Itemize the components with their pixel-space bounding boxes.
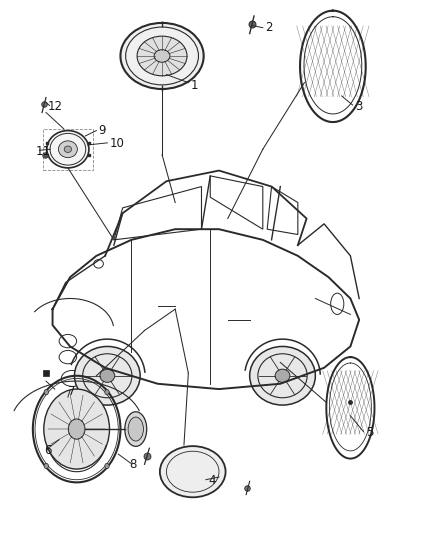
Ellipse shape bbox=[44, 463, 49, 469]
Ellipse shape bbox=[44, 389, 110, 469]
Text: 10: 10 bbox=[110, 138, 124, 150]
Ellipse shape bbox=[44, 390, 49, 395]
Ellipse shape bbox=[105, 463, 109, 469]
Ellipse shape bbox=[64, 146, 71, 152]
Text: 3: 3 bbox=[355, 100, 362, 113]
Text: 9: 9 bbox=[99, 124, 106, 137]
Text: 1: 1 bbox=[191, 79, 198, 92]
Ellipse shape bbox=[125, 411, 147, 447]
Text: 4: 4 bbox=[208, 474, 215, 487]
Ellipse shape bbox=[68, 419, 85, 439]
Text: 2: 2 bbox=[265, 21, 272, 34]
Ellipse shape bbox=[74, 346, 140, 405]
Ellipse shape bbox=[100, 369, 115, 382]
Ellipse shape bbox=[137, 36, 187, 76]
Text: 7: 7 bbox=[68, 385, 75, 398]
Text: 8: 8 bbox=[129, 458, 137, 471]
Text: 6: 6 bbox=[44, 444, 51, 457]
Ellipse shape bbox=[58, 141, 78, 158]
Text: 12: 12 bbox=[47, 100, 62, 113]
Ellipse shape bbox=[128, 417, 143, 441]
Ellipse shape bbox=[160, 446, 226, 497]
Ellipse shape bbox=[154, 50, 170, 62]
Text: 11: 11 bbox=[36, 146, 51, 158]
Ellipse shape bbox=[120, 23, 204, 89]
Ellipse shape bbox=[250, 346, 315, 405]
Ellipse shape bbox=[47, 131, 89, 168]
Ellipse shape bbox=[105, 390, 109, 395]
Text: 5: 5 bbox=[366, 426, 373, 439]
Ellipse shape bbox=[275, 369, 290, 382]
